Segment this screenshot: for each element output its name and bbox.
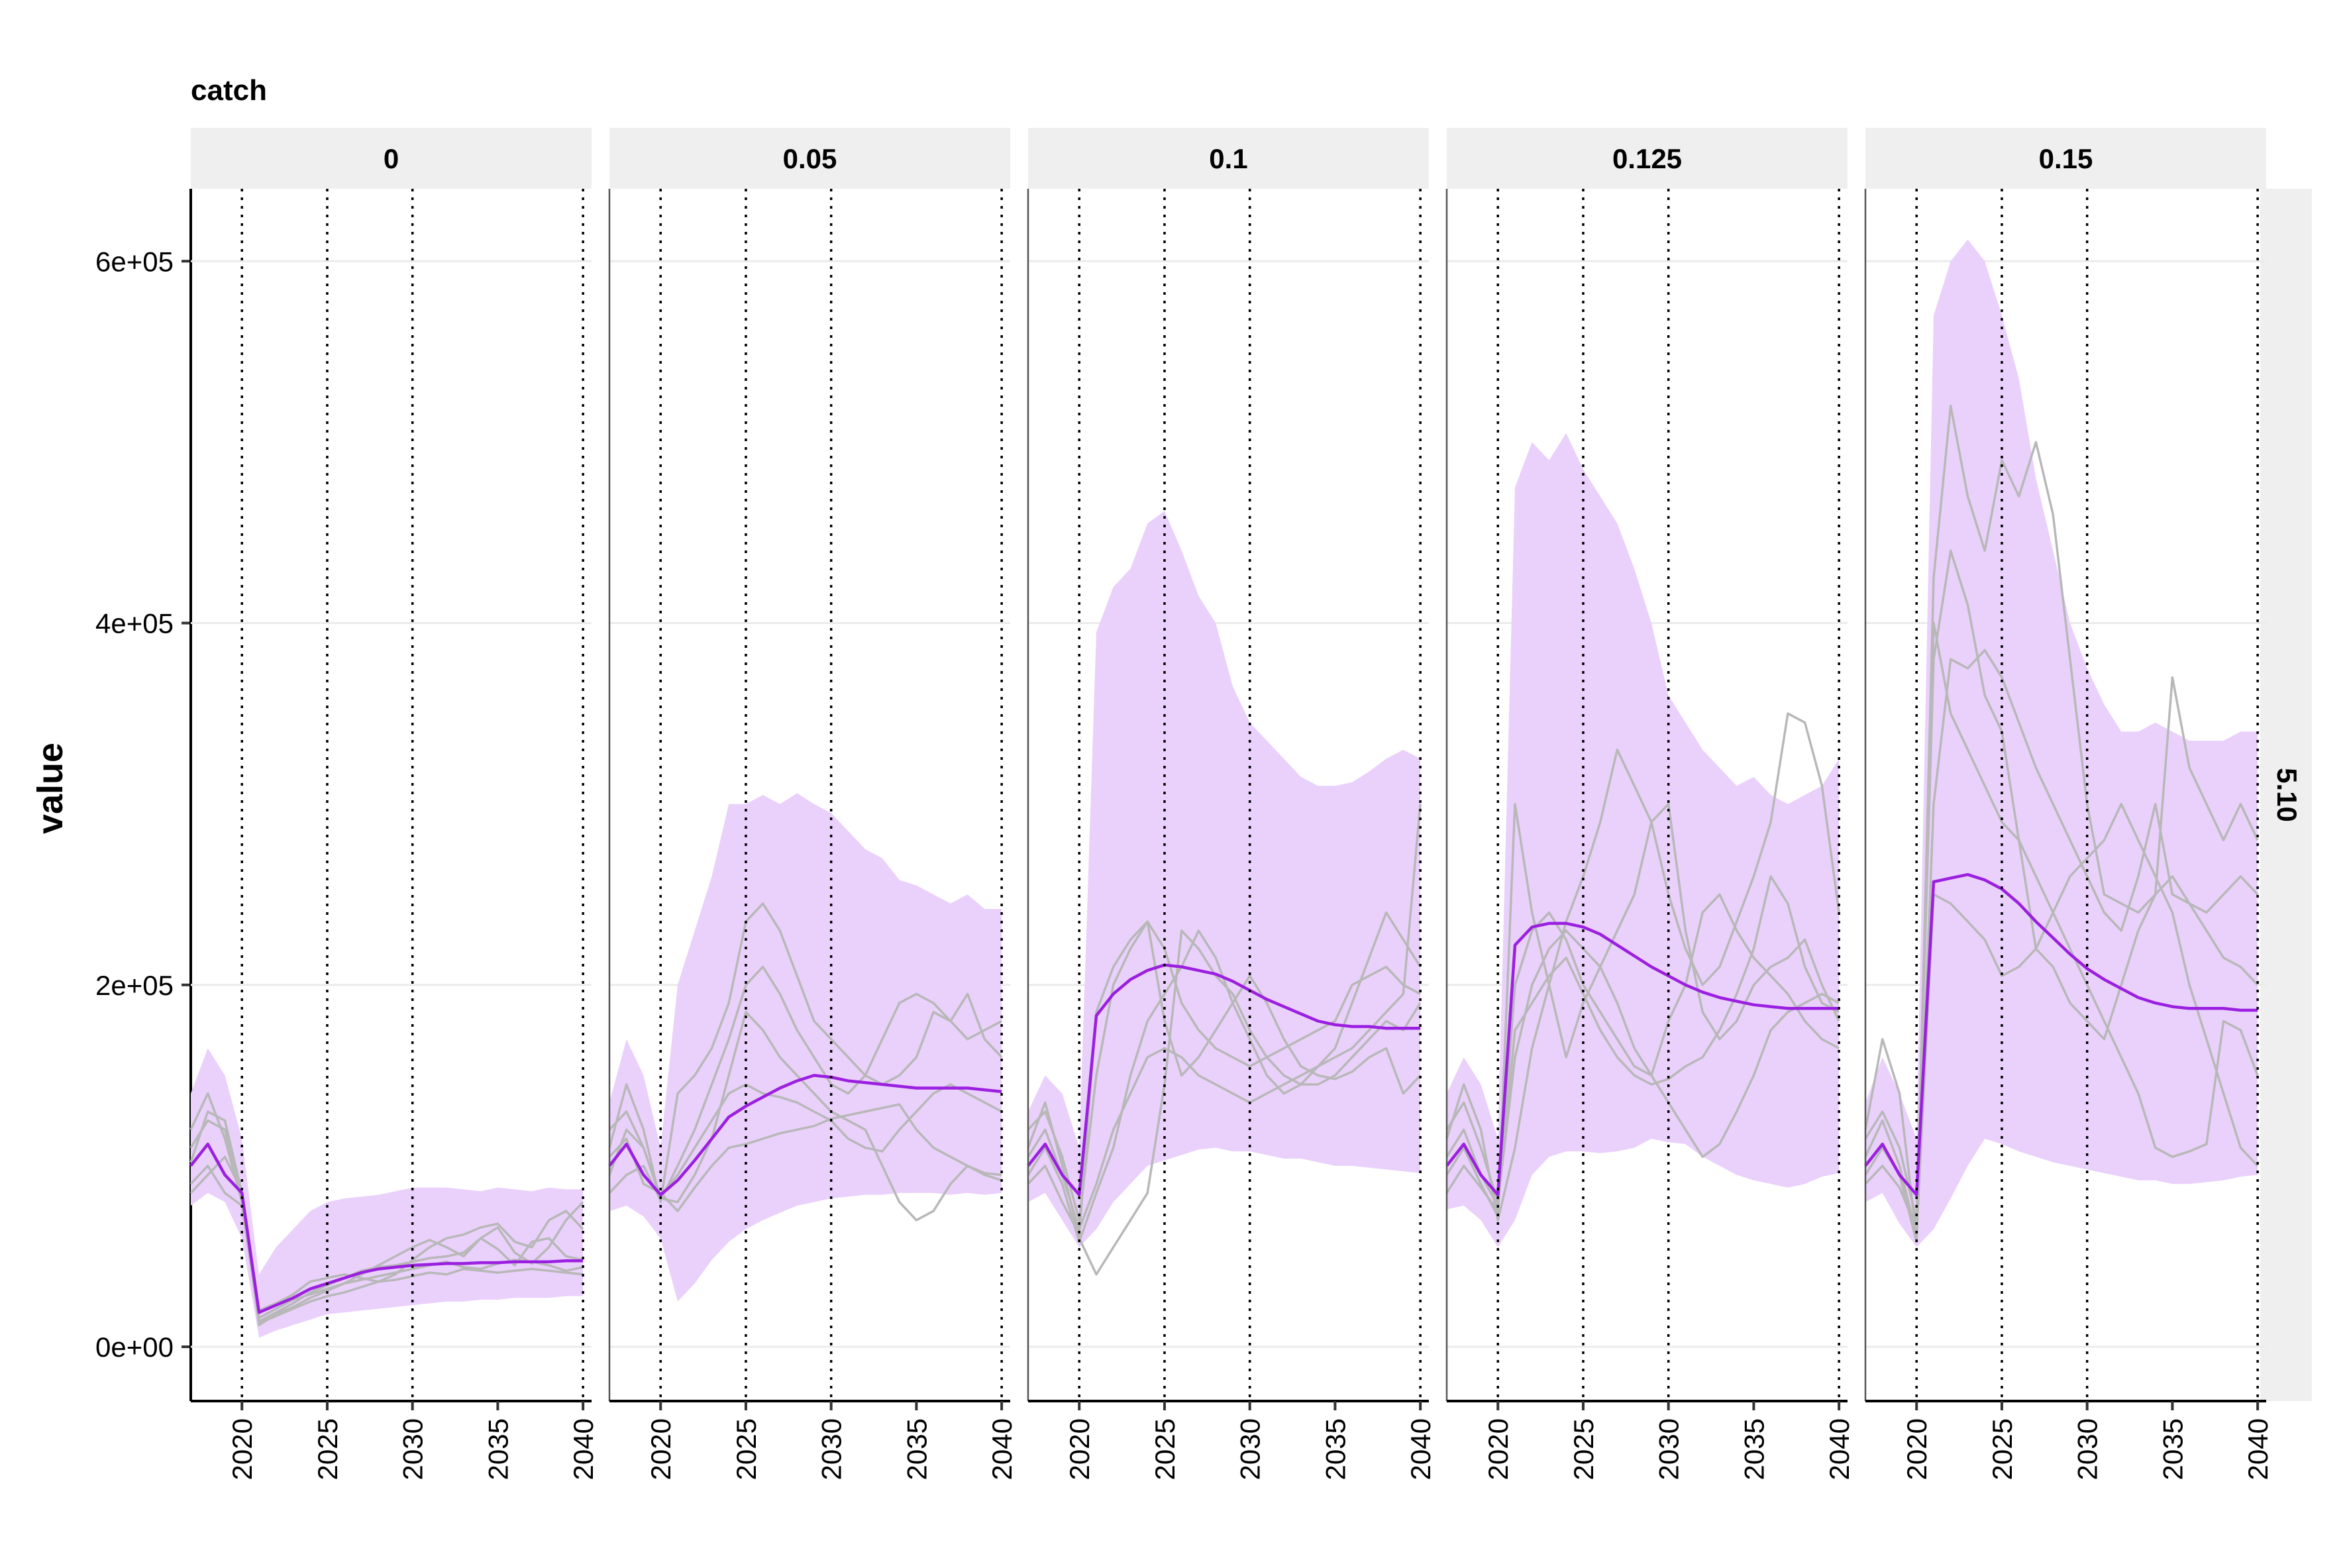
x-tick-label: 2025: [1568, 1418, 1599, 1480]
facet-strip-label: 0.1: [1209, 143, 1247, 174]
median-line: [189, 1142, 584, 1314]
facet-strip-label: 0.05: [783, 143, 837, 174]
iteration-line: [608, 1083, 1002, 1198]
facet-panel: 0.05 2020 2025 2030 2035 2040: [608, 128, 1017, 1480]
x-tick-label: 2035: [1320, 1418, 1351, 1480]
x-tick-label: 2020: [1901, 1418, 1932, 1480]
x-tick-label: 2025: [731, 1418, 762, 1480]
iteration-line: [1445, 929, 1840, 1204]
facet-strip: [191, 128, 592, 189]
uncertainty-band: [191, 1048, 584, 1338]
x-tick-label: 2030: [1235, 1418, 1266, 1480]
median-line: [1864, 872, 2258, 1196]
y-tick-label: 4e+05: [95, 608, 174, 639]
facet-panel: 0.125 2020 2025 2030 2035 2040: [1445, 128, 1855, 1480]
x-tick-label: 2040: [1405, 1418, 1436, 1480]
right-strip-label: 5.10: [2271, 768, 2303, 822]
median-line: [608, 1074, 1002, 1196]
uncertainty-band: [1447, 433, 1840, 1247]
uncertainty-band: [1865, 239, 2258, 1247]
y-tick-label: 2e+05: [95, 970, 174, 1001]
facet-panel: 0 2020 2025 2030 2035 2040: [189, 128, 599, 1480]
iteration-line: [1864, 549, 2259, 1231]
facet-panel: 0.1 2020 2025 2030 2035 2040: [1027, 128, 1436, 1480]
x-tick-label: 2030: [1653, 1418, 1685, 1480]
iteration-line: [608, 965, 1002, 1202]
iteration-line: [1027, 920, 1421, 1222]
panels-layer: 0e+00 2e+05 4e+05 6e+05 0 2020 2025 2030 2035 204…: [95, 128, 2273, 1480]
x-tick-label: 2025: [1149, 1418, 1180, 1480]
facet-strip-label: 0: [384, 143, 399, 174]
x-tick-label: 2040: [986, 1418, 1017, 1480]
y-tick-label: 0e+00: [95, 1332, 174, 1363]
iteration-line: [608, 902, 1003, 1204]
x-tick-label: 2020: [645, 1418, 676, 1480]
x-tick-label: 2030: [397, 1418, 429, 1480]
median-line: [1027, 963, 1421, 1196]
x-tick-label: 2020: [227, 1418, 258, 1480]
iteration-line: [1027, 929, 1422, 1276]
x-tick-label: 2020: [1483, 1418, 1514, 1480]
facet-panel: 0.15 2020 2025 2030 2035 2040: [1864, 128, 2273, 1480]
iteration-line: [1864, 649, 2259, 1243]
uncertainty-band: [609, 793, 1002, 1302]
x-tick-label: 2025: [1987, 1418, 2018, 1480]
y-tick-label: 6e+05: [95, 246, 174, 277]
iteration-line: [1445, 712, 1840, 1222]
x-tick-label: 2035: [901, 1418, 932, 1480]
chart-title: catch: [191, 74, 267, 107]
iteration-line: [608, 1103, 1002, 1212]
facet-strip: [1865, 128, 2266, 189]
x-tick-label: 2035: [2157, 1418, 2188, 1480]
x-tick-label: 2040: [2242, 1418, 2273, 1480]
iteration-line: [608, 1011, 1002, 1222]
median-line: [1445, 921, 1840, 1196]
x-tick-label: 2035: [1738, 1418, 1769, 1480]
facet-strip-label: 0.15: [2039, 143, 2093, 174]
x-tick-label: 2030: [2072, 1418, 2103, 1480]
iteration-line: [1027, 911, 1422, 1243]
iteration-line: [1445, 893, 1840, 1212]
facet-strip-label: 0.125: [1612, 143, 1682, 174]
right-strip-background: [2260, 189, 2312, 1401]
x-tick-label: 2020: [1064, 1418, 1095, 1480]
iteration-line: [1027, 804, 1422, 1231]
facet-strip: [1028, 128, 1429, 189]
facet-strip: [609, 128, 1010, 189]
x-tick-label: 2025: [312, 1418, 343, 1480]
x-tick-label: 2030: [816, 1418, 847, 1480]
y-axis-label: value: [30, 743, 70, 834]
iteration-line: [1445, 802, 1840, 1218]
facet-strip-right: 5.10: [2260, 189, 2312, 1401]
facet-strip: [1447, 128, 1848, 189]
x-tick-label: 2035: [482, 1418, 513, 1480]
x-tick-label: 2040: [1824, 1418, 1855, 1480]
x-tick-label: 2040: [568, 1418, 599, 1480]
iteration-line: [1445, 875, 1840, 1207]
